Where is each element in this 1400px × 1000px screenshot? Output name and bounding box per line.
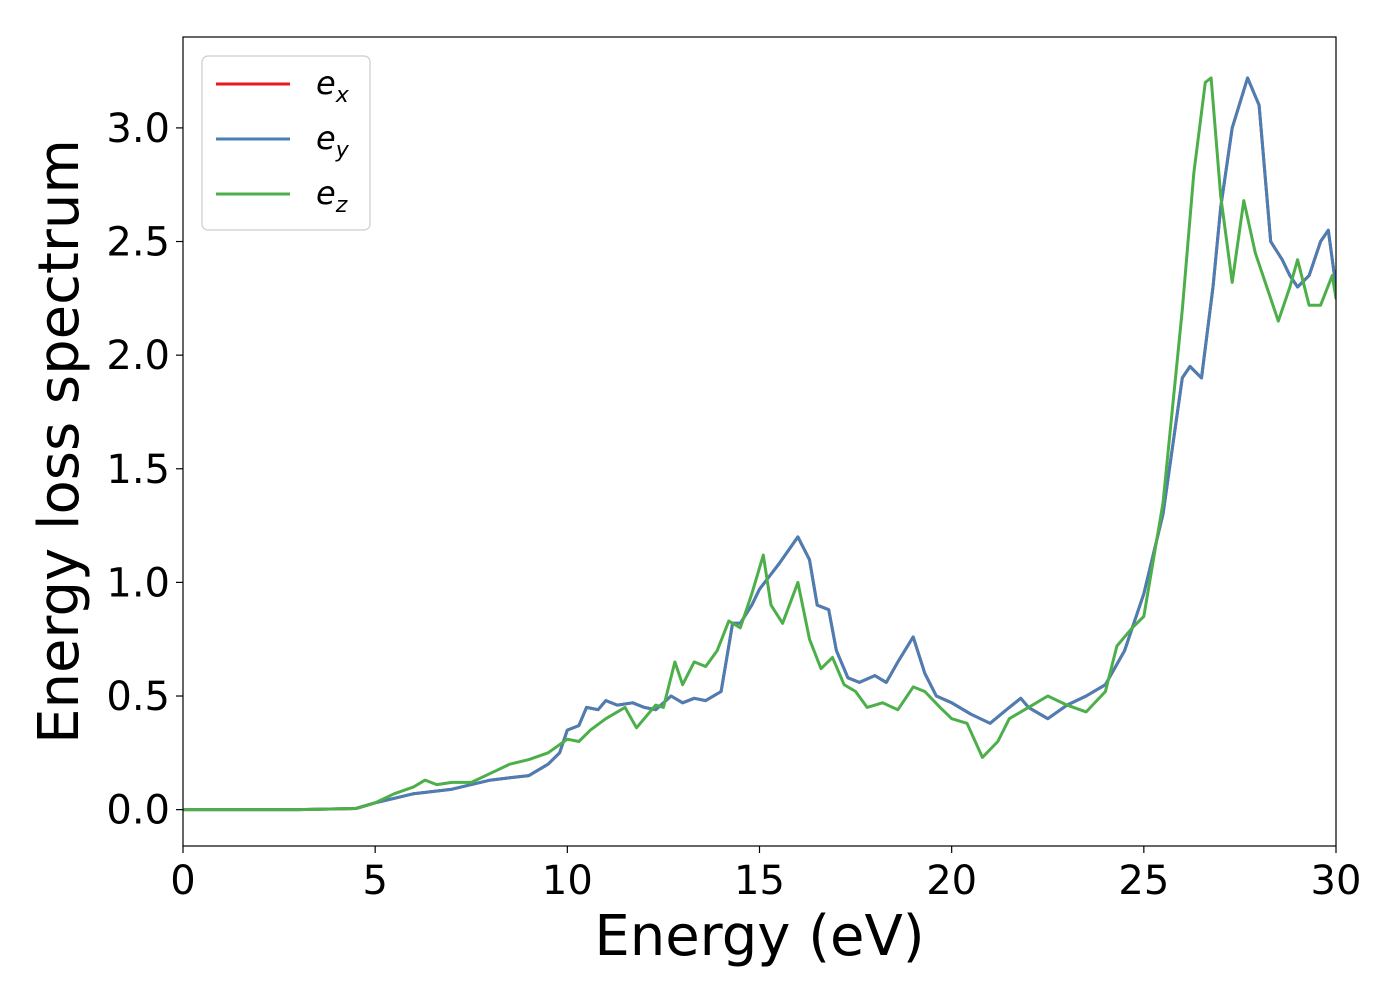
y-tick-label: 2.0 xyxy=(106,333,170,379)
y-tick-label: 3.0 xyxy=(106,106,170,152)
x-tick-label: 10 xyxy=(542,858,593,904)
x-tick-label: 25 xyxy=(1118,858,1169,904)
legend-label-subscript: z xyxy=(335,193,348,218)
x-axis-ticks: 0 5 10 15 20 25 30 xyxy=(170,846,1361,904)
legend-label-main: e xyxy=(316,174,336,212)
series-line-ez xyxy=(183,76,1336,812)
y-axis-ticks: 0.0 0.5 1.0 1.5 2.0 2.5 3.0 xyxy=(106,106,183,834)
series-line-ey xyxy=(183,76,1336,812)
x-tick-label: 20 xyxy=(926,858,977,904)
y-tick-label: 1.5 xyxy=(106,447,170,493)
y-tick-label: 0.0 xyxy=(106,788,170,834)
y-tick-label: 2.5 xyxy=(106,220,170,266)
x-tick-label: 5 xyxy=(362,858,387,904)
x-axis-label: Energy (eV) xyxy=(594,904,924,969)
y-tick-label: 1.0 xyxy=(106,560,170,606)
x-tick-label: 30 xyxy=(1311,858,1362,904)
legend-label-ey: ey xyxy=(316,119,350,163)
legend-label-subscript: x xyxy=(335,83,350,108)
y-tick-label: 0.5 xyxy=(106,674,170,720)
x-tick-label: 15 xyxy=(734,858,785,904)
legend-label-main: e xyxy=(316,119,336,157)
legend-label-ez: ez xyxy=(316,174,348,218)
plot-area xyxy=(183,76,1336,812)
y-axis-label: Energy loss spectrum xyxy=(27,139,92,744)
x-tick-label: 0 xyxy=(170,858,195,904)
legend-label-ex: ex xyxy=(316,64,350,108)
legend-label-main: e xyxy=(316,64,336,102)
legend-label-subscript: y xyxy=(335,138,350,163)
legend-box xyxy=(201,55,371,231)
